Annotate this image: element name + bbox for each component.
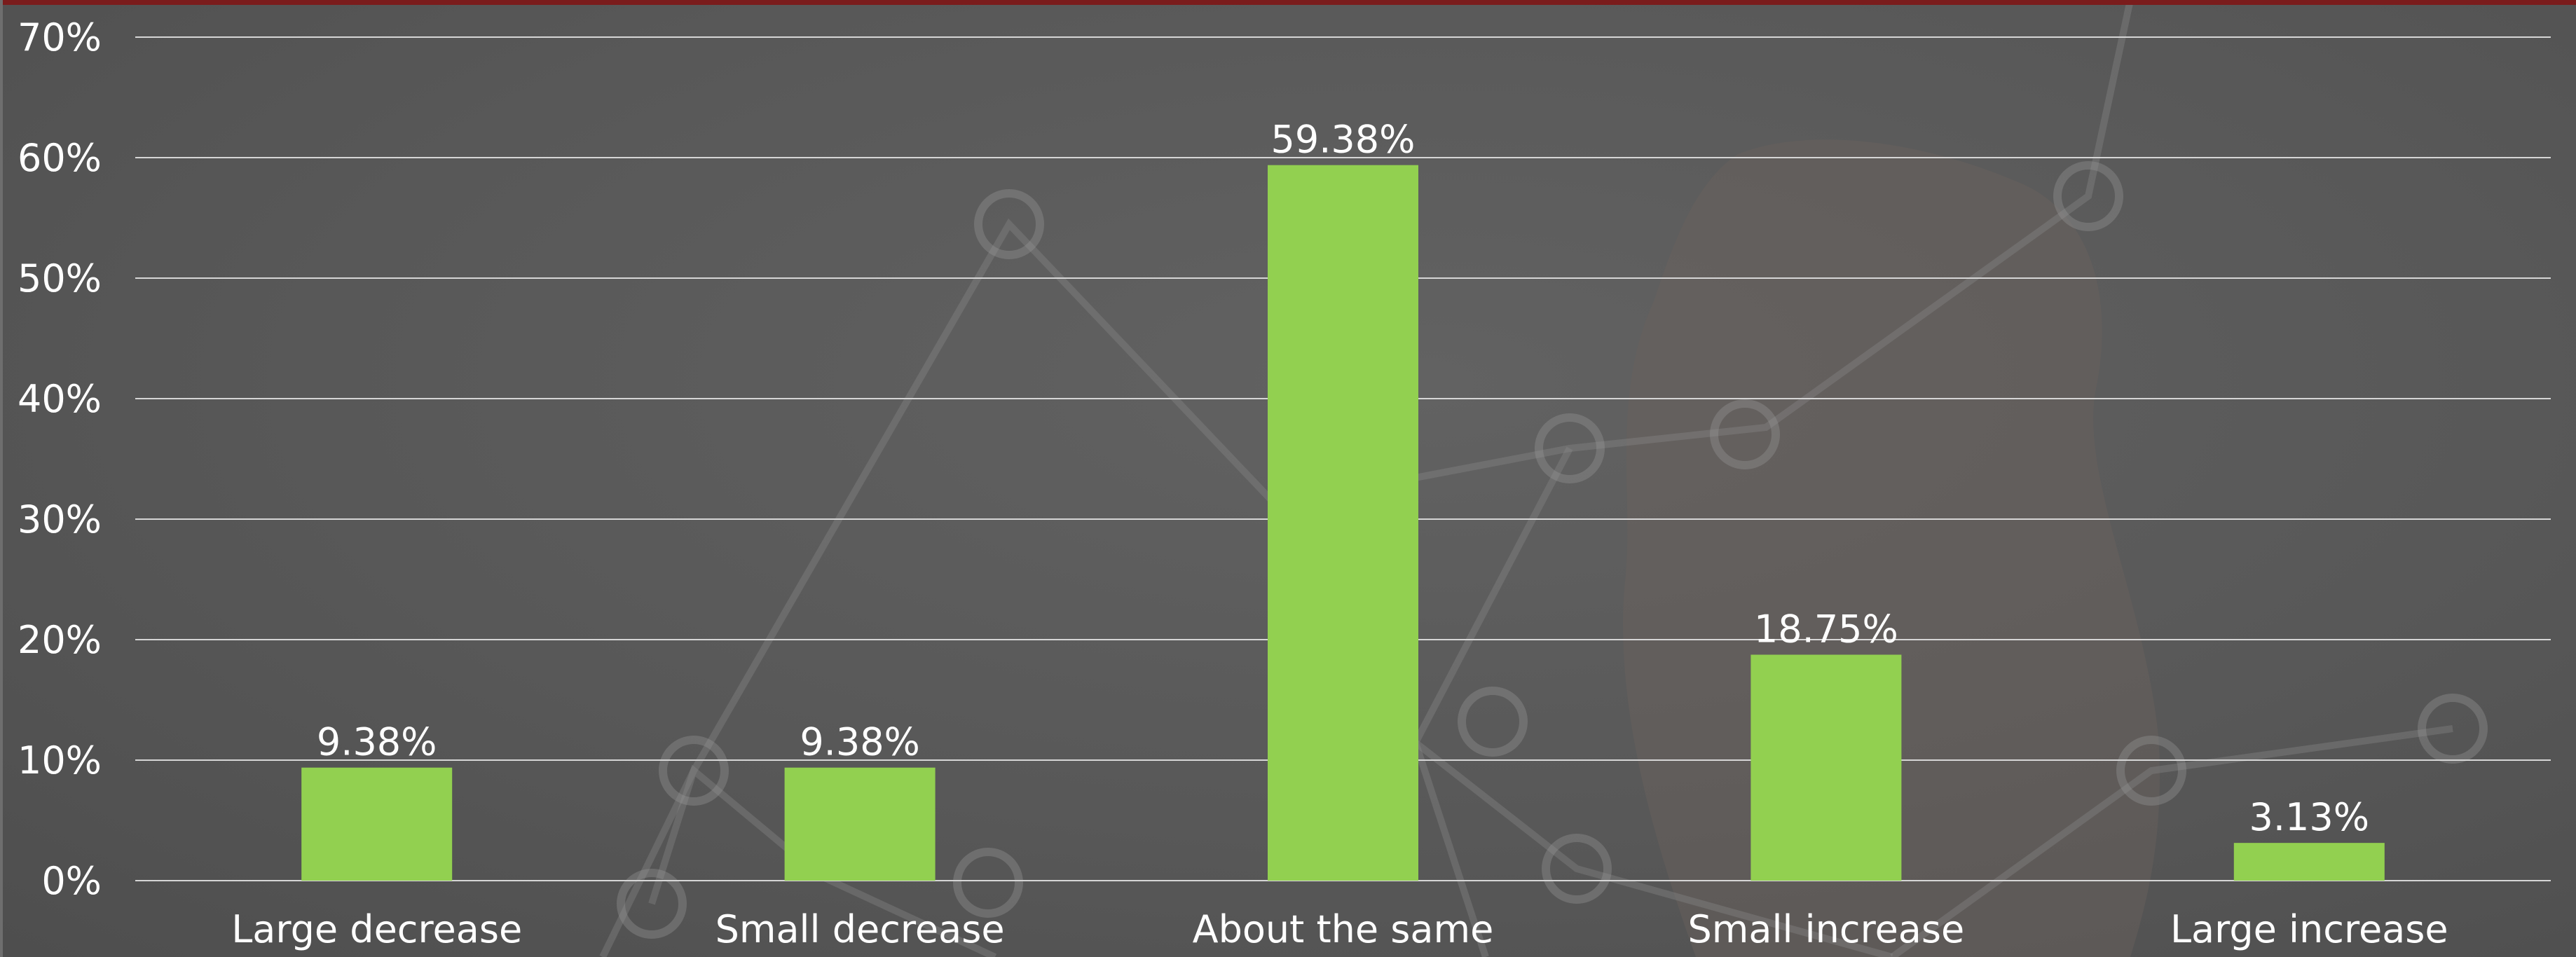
background-graph-node	[1542, 834, 1612, 904]
y-tick-label: 10%	[18, 738, 102, 783]
y-tick-label: 0%	[41, 859, 102, 903]
bars	[301, 165, 2385, 881]
bar	[1268, 165, 1418, 881]
y-tick-label: 50%	[18, 256, 102, 301]
background-graph-node	[617, 869, 687, 939]
background-graph-line-2	[648, 764, 997, 957]
bar	[1751, 654, 1902, 881]
background-graph-node	[1710, 399, 1780, 469]
left-frame-border	[0, 0, 3, 957]
background-graph-line-1	[599, 0, 2134, 957]
y-axis-tick-labels: 0% 10% 20% 30% 40% 50% 60% 70%	[18, 15, 102, 903]
top-accent-border	[0, 0, 2576, 5]
data-label: 18.75%	[1754, 607, 1898, 652]
data-label: 59.38%	[1271, 118, 1416, 162]
background-graph-node	[2053, 161, 2123, 231]
y-tick-label: 70%	[18, 15, 102, 60]
background-graph-line-3	[1413, 740, 1893, 957]
y-tick-label: 60%	[18, 136, 102, 180]
background-graph-node	[1458, 687, 1528, 757]
bar	[784, 767, 936, 881]
bar	[301, 767, 453, 881]
category-label: Large increase	[2170, 907, 2448, 951]
data-label: 3.13%	[2249, 795, 2370, 839]
category-label: About the same	[1193, 907, 1494, 951]
background-graph-node	[659, 736, 729, 806]
bar	[2233, 843, 2385, 881]
background-graph-line-4	[1890, 725, 2453, 957]
category-label: Small increase	[1688, 907, 1965, 951]
background-graph-node	[974, 189, 1044, 259]
y-tick-label: 40%	[18, 377, 102, 421]
background-graph-node	[2116, 736, 2186, 806]
data-label: 9.38%	[800, 720, 920, 764]
category-label: Small decrease	[715, 907, 1005, 951]
y-tick-label: 20%	[18, 618, 102, 662]
background-graph-node	[1535, 413, 1605, 483]
category-label: Large decrease	[231, 907, 522, 951]
data-label: 9.38%	[317, 720, 437, 764]
background-graph-node	[953, 848, 1023, 918]
y-tick-label: 30%	[18, 497, 102, 542]
category-labels: Large decrease Small decrease About the sa…	[231, 907, 2448, 951]
data-labels: 9.38% 9.38% 59.38% 18.75% 3.13%	[317, 118, 2370, 839]
